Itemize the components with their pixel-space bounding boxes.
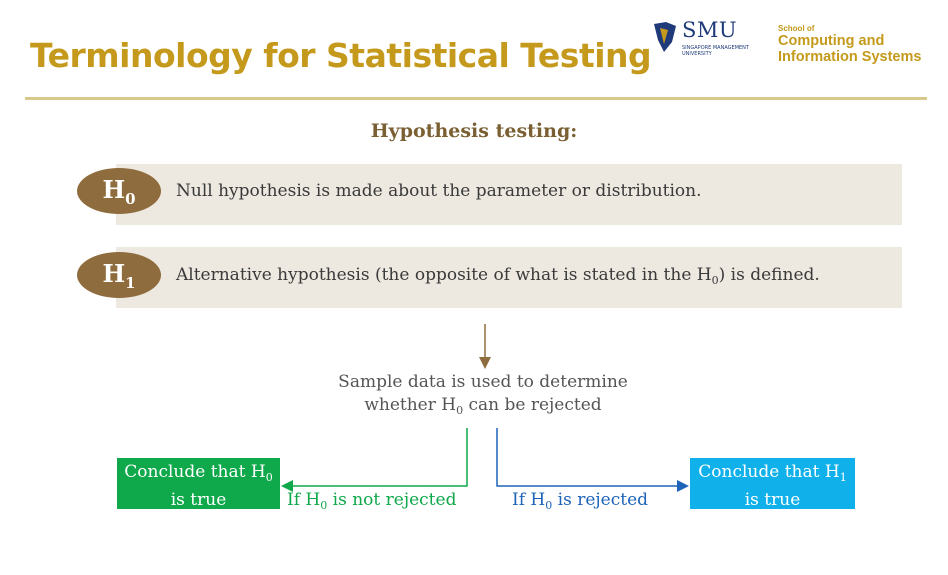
- school-name-line2: Information Systems: [778, 49, 922, 65]
- school-of-label: School of: [778, 24, 815, 33]
- title-divider: [25, 97, 927, 100]
- h0-badge: H0: [77, 168, 161, 214]
- rejected-label: If H0 is rejected: [512, 490, 649, 512]
- h0-panel: [116, 164, 902, 225]
- smu-subtext: SINGAPORE MANAGEMENT UNIVERSITY: [682, 45, 749, 57]
- h1-description: Alternative hypothesis (the opposite of …: [176, 265, 820, 287]
- diagram-subtitle: Hypothesis testing:: [370, 120, 578, 142]
- slide-title: Terminology for Statistical Testing: [30, 36, 652, 75]
- h0-description: Null hypothesis is made about the parame…: [176, 181, 702, 201]
- h1-panel: [116, 247, 902, 308]
- not-rejected-label: If H0 is not rejected: [287, 490, 457, 512]
- smu-wordmark: SMU: [682, 18, 738, 42]
- school-logo: School of Computing and Information Syst…: [778, 24, 921, 65]
- sample-data-text: Sample data is used to determine whether…: [338, 372, 628, 417]
- conclude-h1-box: Conclude that H1 is true: [690, 458, 855, 510]
- smu-logo: SMU SINGAPORE MANAGEMENT UNIVERSITY: [652, 18, 764, 62]
- school-name-line1: Computing and: [778, 33, 885, 49]
- right-branch-arrow: [496, 428, 689, 492]
- h1-badge: H1: [77, 252, 161, 298]
- smu-crest-icon: [654, 22, 676, 52]
- left-branch-arrow: [281, 428, 468, 492]
- conclude-h0-box: Conclude that H0 is true: [117, 458, 280, 510]
